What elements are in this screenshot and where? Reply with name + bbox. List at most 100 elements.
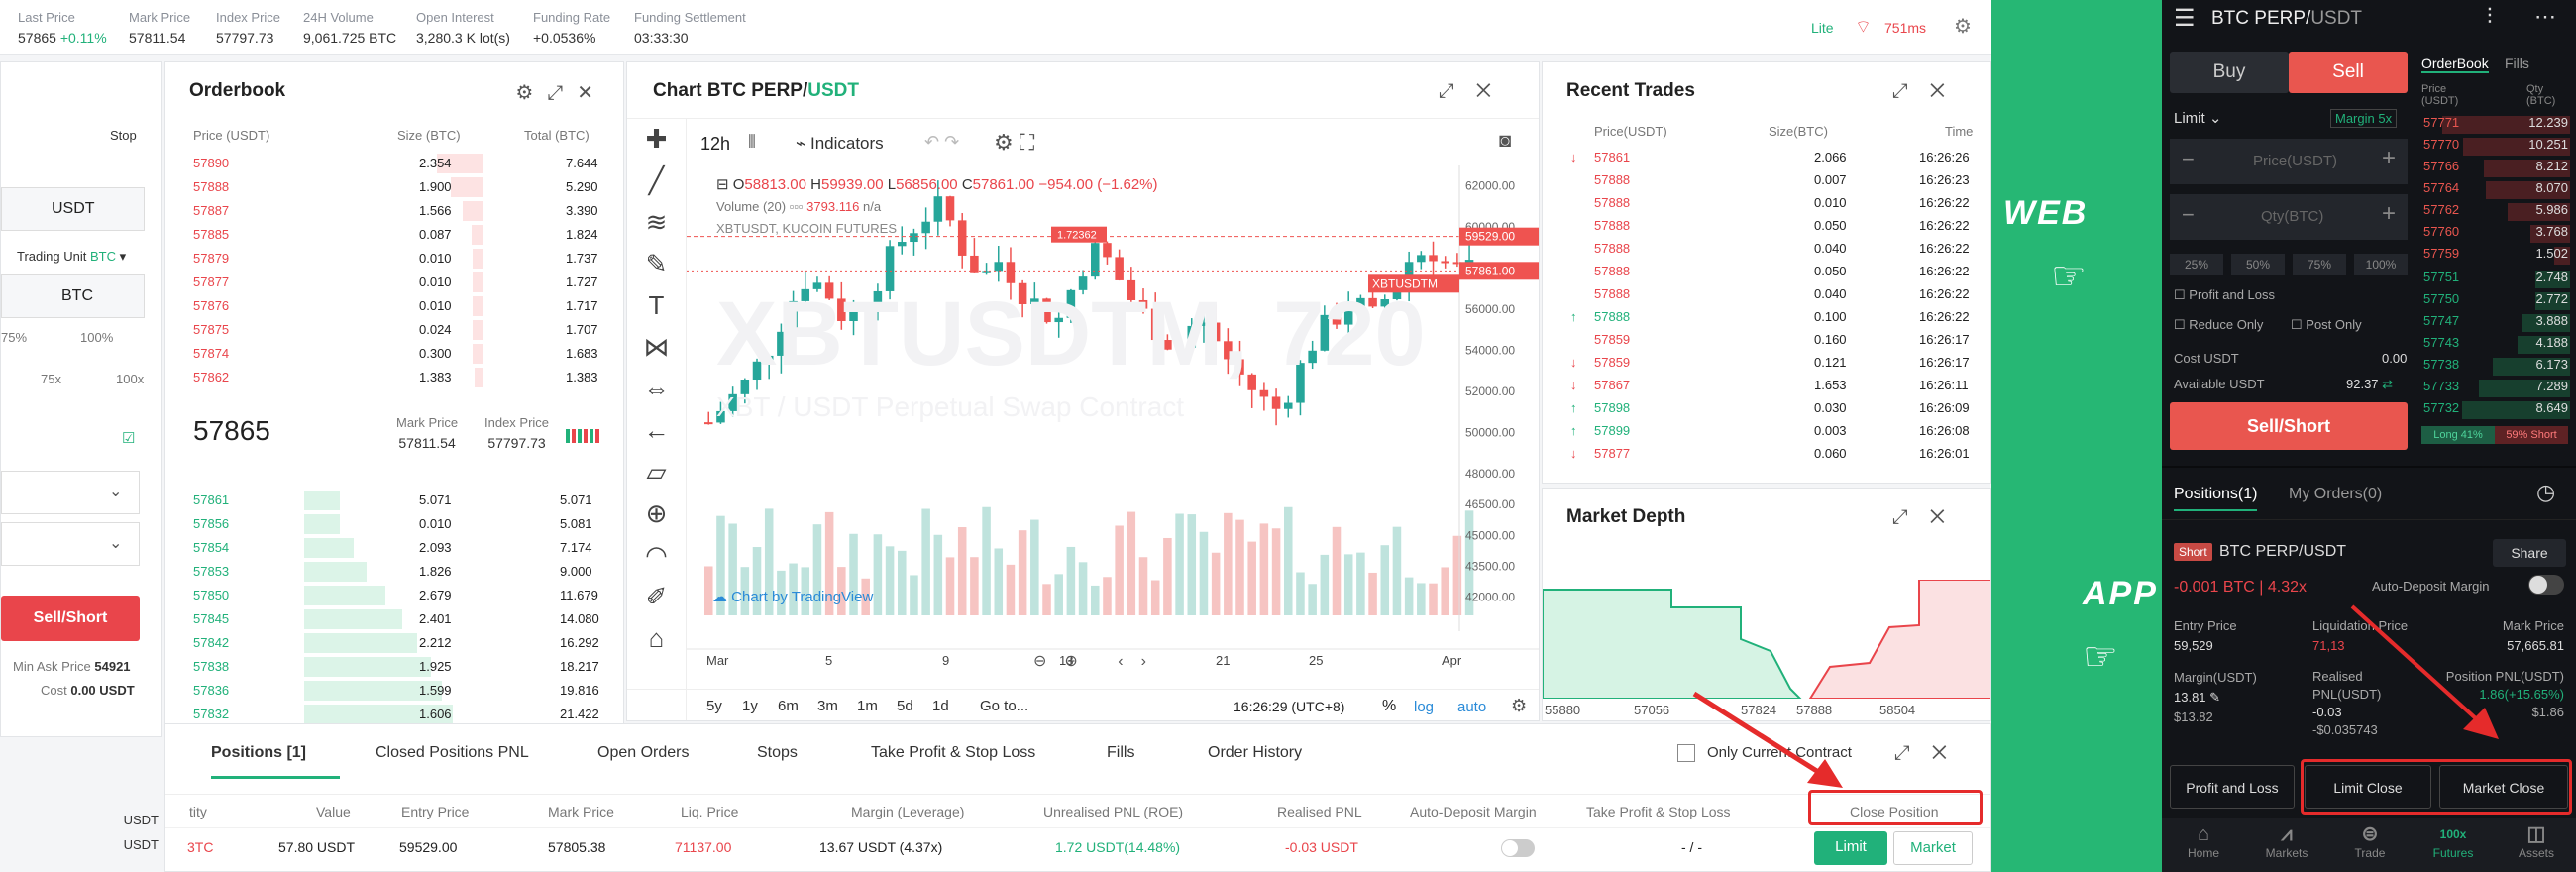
app-nav-futures[interactable]: 100x Futures	[2432, 827, 2474, 860]
orderbook-controls[interactable]: ⚙⤢✕	[515, 82, 607, 104]
range-2[interactable]: 6m	[778, 698, 799, 714]
app-nav-markets[interactable]: ⩘ Markets	[2265, 823, 2308, 860]
stop-tab[interactable]: Stop	[110, 128, 137, 143]
app-bid-row[interactable]: 57743 4.188	[2421, 335, 2570, 355]
bid-row[interactable]: 57842 2.212 16.292	[165, 631, 601, 655]
limit-select[interactable]: Limit ⌄	[2174, 110, 2222, 127]
app-bid-row[interactable]: 57750 2.772	[2421, 291, 2570, 311]
app-ask-row[interactable]: 57771 12.239	[2421, 115, 2570, 135]
trades-controls[interactable]: ⤢✕	[1891, 80, 1967, 102]
app-bid-row[interactable]: 57751 2.748	[2421, 270, 2570, 289]
bid-row[interactable]: 57853 1.826 9.000	[165, 560, 601, 584]
app-nav-trade[interactable]: ⊜ Trade	[2354, 823, 2386, 860]
chart-gear-icon[interactable]: ⚙	[1511, 696, 1528, 715]
lev-75x[interactable]: 75x	[41, 372, 61, 386]
dropdown-1[interactable]: ⌄	[1, 471, 140, 514]
ask-row[interactable]: 57888 1.900 5.290	[165, 175, 601, 199]
range-3[interactable]: 3m	[817, 698, 838, 714]
app-sell-short-button[interactable]: Sell/Short	[2170, 402, 2408, 450]
app-pnl-check[interactable]: ☐ Profit and Loss	[2174, 287, 2275, 302]
app-orders-tab[interactable]: My Orders(0)	[2289, 486, 2383, 502]
app-bid-row[interactable]: 57732 8.649	[2421, 400, 2570, 420]
ask-row[interactable]: 57876 0.010 1.717	[165, 294, 601, 318]
app-pct-2[interactable]: 75%	[2293, 254, 2346, 275]
app-post-check[interactable]: ☐ Post Only	[2291, 317, 2362, 332]
price-input[interactable]: USDT	[1, 187, 145, 231]
auto-deposit-toggle[interactable]	[1501, 839, 1535, 857]
range-6[interactable]: 1d	[932, 698, 949, 714]
history-icon[interactable]: ◷	[2536, 480, 2556, 504]
bid-row[interactable]: 57832 1.606 21.422	[165, 703, 601, 726]
range-4[interactable]: 1m	[857, 698, 878, 714]
app-bid-row[interactable]: 57738 6.173	[2421, 357, 2570, 377]
zoom-controls[interactable]: ⊖⊕ ‹›	[1033, 653, 1164, 670]
positions-tab-1[interactable]: Closed Positions PNL	[376, 744, 529, 761]
pct-100[interactable]: 100%	[80, 330, 114, 345]
interval-select[interactable]: 12h	[700, 134, 731, 154]
positions-tab-6[interactable]: Order History	[1208, 744, 1303, 761]
sell-tab[interactable]: Sell	[2289, 52, 2408, 93]
tradingview-credit[interactable]: ☁ Chart by TradingView	[712, 589, 874, 605]
app-nav-home[interactable]: ⌂ Home	[2187, 823, 2219, 860]
app-market-close-button[interactable]: Market Close	[2439, 765, 2568, 809]
app-pct-buttons[interactable]: 25% 50% 75% 100%	[2170, 254, 2408, 275]
app-reduce-check[interactable]: ☐ Reduce Only	[2174, 317, 2264, 332]
app-ask-row[interactable]: 57760 3.768	[2421, 224, 2570, 244]
camera-icon[interactable]: ◙	[1499, 130, 1512, 152]
depth-toggle-icon[interactable]	[566, 429, 601, 443]
undo-redo-icons[interactable]: ↶ ↷	[924, 132, 960, 152]
sell-short-button[interactable]: Sell/Short	[1, 596, 140, 641]
menu-icon[interactable]: ☰	[2174, 5, 2196, 32]
candlestick-chart[interactable]: 62000.0060000.0058000.0056000.0054000.00…	[687, 165, 1540, 703]
range-0[interactable]: 5y	[706, 698, 722, 714]
app-auto-deposit-toggle[interactable]	[2528, 575, 2564, 595]
pct-toggle[interactable]: %	[1382, 698, 1397, 714]
indicators-button[interactable]: ⌁ Indicators	[796, 134, 884, 153]
positions-tab-4[interactable]: Take Profit & Stop Loss	[871, 744, 1036, 761]
settings-gear-icon[interactable]: ⚙	[1954, 16, 1972, 38]
app-qty-input[interactable]: − Qty(BTC) +	[2170, 194, 2408, 240]
margin-select[interactable]: Margin 5x	[2330, 109, 2398, 128]
bid-row[interactable]: 57861 5.071 5.071	[165, 489, 601, 512]
lev-100x[interactable]: 100x	[116, 372, 145, 386]
pct-75[interactable]: 75%	[1, 330, 28, 345]
app-ask-row[interactable]: 57762 5.986	[2421, 202, 2570, 222]
app-orderbook-tab[interactable]: OrderBook	[2421, 55, 2489, 73]
app-ask-row[interactable]: 57770 10.251	[2421, 137, 2570, 157]
ask-row[interactable]: 57862 1.383 1.383	[165, 366, 601, 389]
ask-row[interactable]: 57879 0.010 1.737	[165, 247, 601, 271]
app-positions-tab[interactable]: Positions(1)	[2174, 486, 2258, 511]
bid-row[interactable]: 57845 2.401 14.080	[165, 607, 601, 631]
depth-controls[interactable]: ⤢✕	[1891, 506, 1967, 528]
range-7[interactable]: Go to...	[980, 698, 1029, 714]
bid-row[interactable]: 57856 0.010 5.081	[165, 512, 601, 536]
app-nav-assets[interactable]: ◫ Assets	[2518, 823, 2554, 860]
auto-toggle[interactable]: auto	[1457, 699, 1487, 715]
share-button[interactable]: Share	[2493, 539, 2566, 567]
chart-icon[interactable]: ⫶	[2487, 4, 2493, 29]
range-1[interactable]: 1y	[742, 698, 758, 714]
chart-controls[interactable]: ⤢✕	[1438, 80, 1513, 102]
app-fills-tab[interactable]: Fills	[2505, 55, 2529, 71]
positions-tab-5[interactable]: Fills	[1107, 744, 1135, 761]
log-toggle[interactable]: log	[1414, 699, 1435, 715]
app-ask-row[interactable]: 57764 8.070	[2421, 180, 2570, 200]
app-price-input[interactable]: − Price(USDT) +	[2170, 139, 2408, 184]
positions-tab-3[interactable]: Stops	[757, 744, 798, 761]
app-limit-close-button[interactable]: Limit Close	[2305, 765, 2431, 809]
app-pct-3[interactable]: 100%	[2354, 254, 2408, 275]
bid-row[interactable]: 57838 1.925 18.217	[165, 655, 601, 679]
market-close-button[interactable]: Market	[1893, 831, 1973, 865]
buy-tab[interactable]: Buy	[2170, 52, 2289, 93]
chart-settings-icon[interactable]: ⚙ ⛶	[994, 130, 1035, 155]
ask-row[interactable]: 57887 1.566 3.390	[165, 199, 601, 223]
positions-controls[interactable]: ⤢✕	[1893, 742, 1969, 764]
dropdown-2[interactable]: ⌄	[1, 522, 140, 566]
lite-mode-link[interactable]: Lite	[1811, 20, 1834, 36]
ask-row[interactable]: 57890 2.354 7.644	[165, 152, 601, 175]
app-pct-1[interactable]: 50%	[2231, 254, 2285, 275]
app-pnl-button[interactable]: Profit and Loss	[2170, 765, 2295, 809]
app-pct-0[interactable]: 25%	[2170, 254, 2223, 275]
more-icon[interactable]: ⋯	[2534, 4, 2556, 29]
ask-row[interactable]: 57874 0.300 1.683	[165, 342, 601, 366]
